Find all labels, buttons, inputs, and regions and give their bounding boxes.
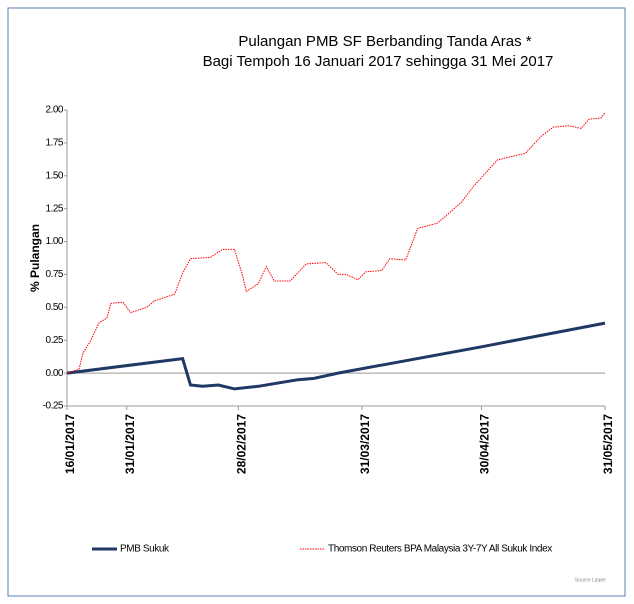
x-tick-label: 30/04/2017 (478, 414, 492, 474)
y-tick-label: 0.50 (46, 302, 64, 313)
frame (7, 7, 626, 597)
x-tick-label: 28/02/2017 (235, 414, 249, 474)
x-tick-label: 31/05/2017 (601, 414, 615, 474)
series-line (66, 321, 606, 391)
y-tick-label: 2.00 (46, 105, 64, 116)
chart-title: Pulangan PMB SF Berbanding Tanda Aras * (238, 33, 531, 50)
series-line (66, 112, 606, 374)
x-tick-label: 31/01/2017 (123, 414, 137, 474)
x-tick-label: 31/03/2017 (358, 414, 372, 474)
y-tick-label: 1.25 (46, 203, 64, 214)
source: Source Lipper (575, 577, 606, 583)
y-tick-label: 1.75 (46, 138, 64, 149)
x-tick-label: 16/01/2017 (63, 414, 77, 474)
y-tick-label: 1.50 (46, 170, 64, 181)
y-tick-label: 0.25 (46, 335, 64, 346)
chart-subtitle: Bagi Tempoh 16 Januari 2017 sehingga 31 … (203, 53, 554, 70)
y-tick-label: 0.00 (46, 368, 64, 379)
legend-label: PMB Sukuk (120, 544, 170, 555)
y-tick-label: 1.00 (46, 236, 64, 247)
legend-label: Thomson Reuters BPA Malaysia 3Y-7Y All S… (328, 544, 552, 555)
y-tick-label: -0.25 (43, 401, 64, 412)
y-tick-label: 0.75 (46, 269, 64, 280)
y-axis-label: % Pulangan (28, 224, 42, 292)
